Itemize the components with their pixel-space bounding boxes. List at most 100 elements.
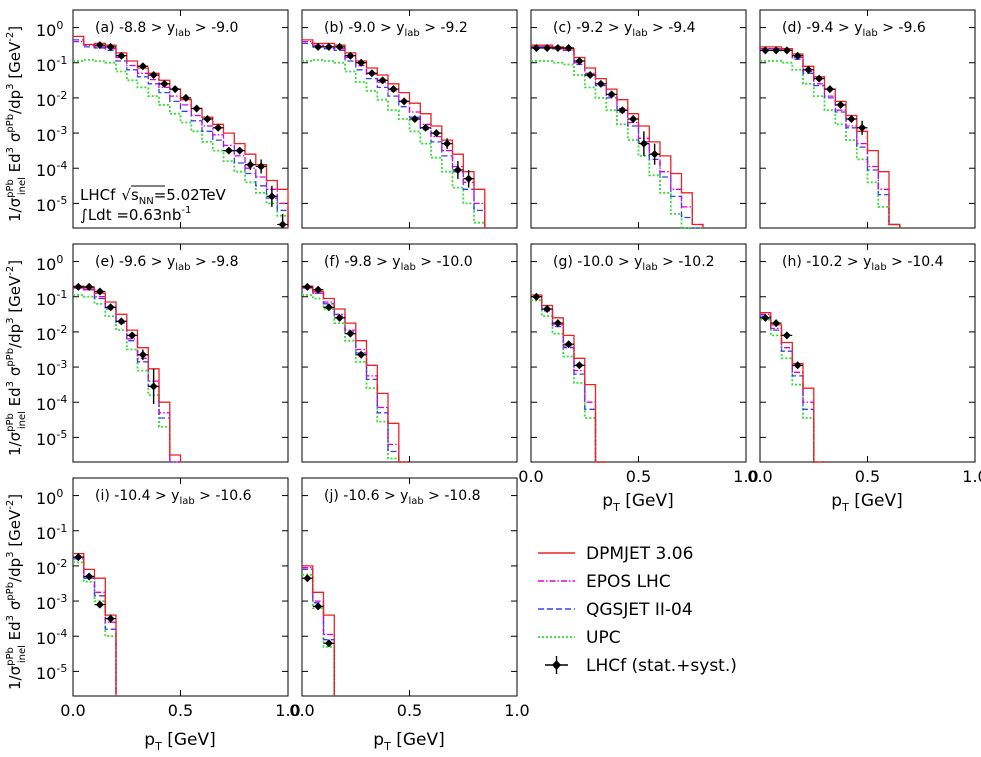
panel-f — [301, 243, 518, 463]
y-tick-label: 10-1 — [36, 288, 67, 309]
x-axis-label: pT [GeV] — [144, 730, 215, 753]
series-dpmjet — [760, 46, 901, 228]
y-tick-label: 100 — [36, 487, 63, 508]
data-point — [138, 62, 147, 71]
y-tick-label: 10-2 — [36, 323, 67, 344]
y-tick-label: 10-1 — [36, 522, 67, 543]
legend-label-epos: EPOS LHC — [586, 572, 671, 592]
series-upc — [531, 299, 607, 463]
data-point — [793, 51, 802, 60]
legend: DPMJET 3.06 EPOS LHC QGSJET II-04 UPC LH… — [538, 544, 737, 676]
series-epos — [302, 567, 335, 696]
x-tick-labels: 0.0 0.5 1.0 0.0 0.5 1.0 0.0 0.5 1.0 0.0 … — [60, 467, 981, 720]
data-point — [85, 572, 94, 581]
data-point — [203, 115, 212, 123]
x-tick-label: 0.5 — [397, 701, 422, 720]
y-tick-label: 10-3 — [36, 592, 67, 613]
panel-title-a: (a) -8.8 > ylab > -9.0 — [95, 20, 238, 39]
series-epos — [760, 313, 825, 463]
data-point — [575, 56, 584, 65]
data-point — [303, 574, 312, 583]
legend-label-lhcf: LHCf (stat.+syst.) — [586, 656, 737, 676]
data-point — [761, 313, 770, 322]
data-point — [793, 361, 802, 370]
panel-g — [530, 243, 747, 463]
data-point — [772, 46, 781, 55]
x-tick-label: 1.0 — [962, 467, 981, 486]
legend-item-dpmjet: DPMJET 3.06 — [538, 544, 693, 564]
series-dpmjet — [302, 39, 486, 228]
data-point — [618, 106, 627, 115]
x-axis-labels: pT [GeV] pT [GeV] pT [GeV] pT [GeV] — [144, 491, 902, 753]
data-point — [836, 100, 845, 109]
data-point — [815, 74, 824, 83]
data-point — [106, 42, 115, 51]
y-tick-labels: 100 10-1 10-2 10-3 10-4 10-5 100 10-1 10… — [36, 19, 67, 683]
series-qgsjet — [73, 558, 117, 696]
series-upc — [302, 59, 486, 228]
data-point — [629, 115, 638, 123]
series-epos — [302, 287, 410, 463]
data-point — [443, 139, 452, 148]
data-point — [553, 43, 562, 52]
data-point — [357, 350, 366, 359]
panel-title-b: (b) -9.0 > ylab > -9.2 — [324, 20, 468, 39]
data-point — [464, 174, 473, 183]
x-tick-label: 1.0 — [504, 701, 529, 720]
data-point — [575, 361, 584, 370]
series-qgsjet — [302, 568, 335, 696]
series-epos — [760, 48, 901, 228]
y-tick-label: 10-1 — [36, 54, 67, 75]
y-tick-label: 10-5 — [36, 662, 67, 683]
data-point — [138, 350, 147, 359]
y-axis-labels: 1/σpPbinel Ed3 σpPb/dp3 [GeV-2] 1/σpPbin… — [5, 26, 28, 690]
data-point — [532, 43, 541, 52]
data-point — [171, 85, 180, 94]
data-point — [117, 51, 126, 60]
data-point — [847, 115, 856, 123]
data-point — [532, 292, 541, 301]
y-axis-label-row1: 1/σpPbinel Ed3 σpPb/dp3 [GeV-2] — [5, 26, 28, 222]
data-point — [160, 79, 169, 88]
data-point — [117, 317, 126, 326]
data-point — [303, 282, 312, 291]
data-point — [453, 165, 462, 174]
panel-j — [301, 477, 518, 697]
data-point — [389, 85, 398, 94]
data-point — [314, 42, 323, 51]
data-point — [804, 65, 813, 74]
data-point — [149, 382, 158, 391]
panel-e — [72, 243, 289, 463]
data-point — [95, 287, 104, 296]
x-tick-label: 1.0 — [275, 701, 300, 720]
x-tick-label: 0.5 — [855, 467, 880, 486]
series-epos — [302, 40, 486, 228]
data-point — [335, 42, 344, 51]
data-point — [324, 639, 333, 648]
y-tick-label: 10-4 — [36, 393, 67, 414]
y-tick-label: 10-5 — [36, 428, 67, 449]
data-point — [106, 303, 115, 312]
data-point — [106, 614, 115, 623]
y-tick-label: 10-2 — [36, 557, 67, 578]
series-dpmjet — [73, 552, 117, 696]
legend-label-upc: UPC — [586, 628, 621, 648]
series-dpmjet — [73, 285, 182, 462]
y-tick-label: 10-5 — [36, 194, 67, 215]
series-upc — [531, 60, 703, 229]
data-point — [346, 51, 355, 60]
panel-title-c: (c) -9.2 > ylab > -9.4 — [553, 20, 696, 39]
data-point — [314, 602, 323, 611]
data-point — [74, 282, 83, 291]
series-qgsjet — [302, 287, 410, 463]
panel-h — [759, 243, 976, 463]
x-tick-label: 1.0 — [733, 467, 758, 486]
y-tick-label: 10-4 — [36, 627, 67, 648]
y-ticks-row3: 100 10-1 10-2 10-3 10-4 10-5 — [36, 487, 67, 683]
y-tick-label: 10-3 — [36, 358, 67, 379]
data-point — [257, 162, 266, 171]
series-qgsjet — [73, 39, 289, 228]
data-point — [564, 340, 573, 349]
data-point — [246, 160, 255, 169]
series-qgsjet — [760, 315, 825, 463]
